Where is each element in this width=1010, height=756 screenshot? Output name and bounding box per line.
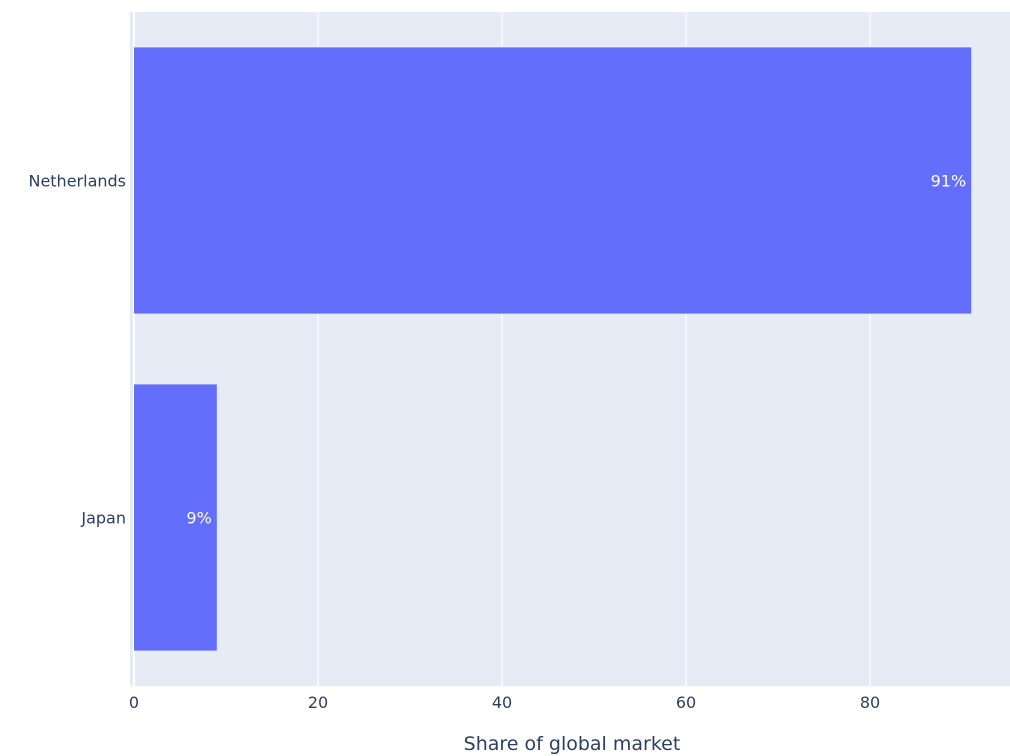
bar [134,47,972,314]
y-tick-label: Japan [80,509,126,528]
x-tick-labels: 0 20 40 60 80 [129,693,880,712]
bar-data-label: 91% [931,172,967,191]
y-tick-label: Netherlands [28,172,126,191]
x-axis-title: Share of global market [464,733,681,755]
x-tick-label: 20 [308,693,328,712]
bar-data-label: 9% [186,509,211,528]
x-tick-label: 60 [676,693,696,712]
bar [134,384,217,651]
y-tick-labels: Netherlands Japan [28,172,126,528]
x-tick-label: 40 [492,693,512,712]
bars: 91% 9% [134,47,972,651]
x-tick-label: 80 [860,693,880,712]
x-tick-label: 0 [129,693,139,712]
